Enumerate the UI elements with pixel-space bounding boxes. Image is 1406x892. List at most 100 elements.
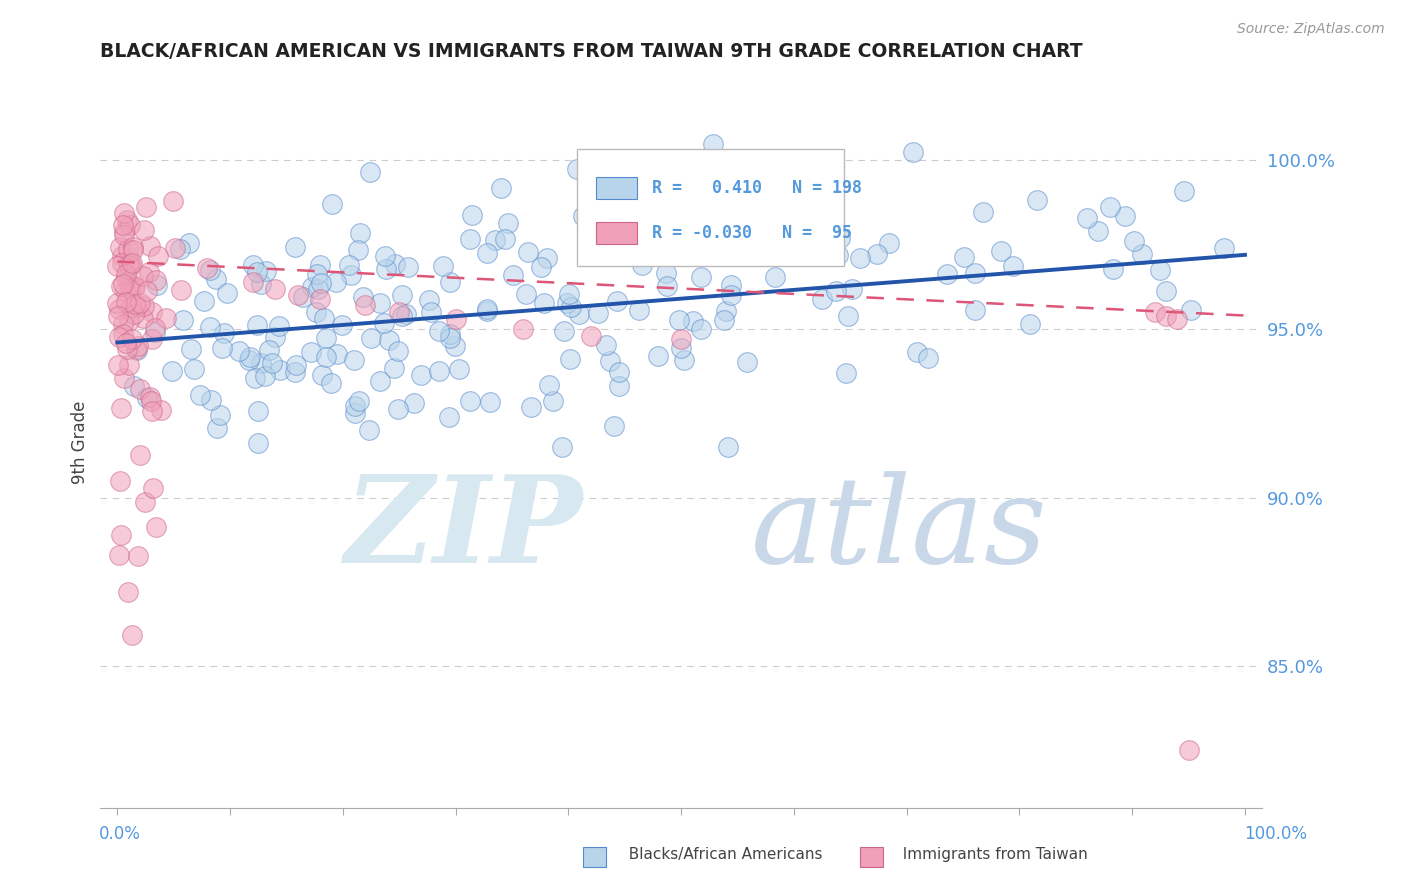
Point bbox=[558, 351, 581, 366]
Point bbox=[115, 213, 138, 227]
Point bbox=[427, 324, 450, 338]
Point bbox=[120, 258, 142, 272]
Point bbox=[1130, 247, 1153, 261]
Point bbox=[200, 393, 222, 408]
Point bbox=[827, 247, 849, 261]
Point bbox=[382, 360, 405, 375]
Point bbox=[553, 324, 575, 338]
Point bbox=[609, 189, 631, 203]
Point bbox=[811, 293, 834, 307]
Point bbox=[536, 251, 558, 265]
Point bbox=[301, 280, 323, 294]
Point bbox=[419, 305, 441, 319]
Point bbox=[755, 156, 778, 170]
Point bbox=[114, 336, 136, 351]
Point bbox=[111, 277, 134, 291]
Point bbox=[212, 326, 235, 341]
Point bbox=[111, 256, 134, 270]
Point bbox=[1149, 263, 1171, 277]
Point bbox=[418, 293, 440, 307]
Point bbox=[409, 368, 432, 382]
Point bbox=[243, 371, 266, 385]
Point bbox=[1180, 302, 1202, 317]
Point bbox=[125, 343, 148, 358]
Point bbox=[1156, 284, 1178, 298]
Point bbox=[340, 268, 363, 283]
Point bbox=[254, 264, 277, 278]
Point bbox=[461, 208, 484, 222]
Point bbox=[121, 332, 143, 346]
Point bbox=[1026, 193, 1049, 207]
Point bbox=[112, 327, 135, 342]
Point bbox=[352, 290, 374, 304]
Point bbox=[439, 327, 461, 342]
Point bbox=[285, 359, 308, 373]
Point bbox=[689, 322, 711, 336]
Text: 0.0%: 0.0% bbox=[98, 825, 141, 843]
Point bbox=[368, 295, 391, 310]
Point bbox=[115, 294, 138, 309]
Point bbox=[830, 231, 852, 245]
FancyBboxPatch shape bbox=[576, 149, 844, 267]
Point bbox=[125, 300, 148, 314]
Point bbox=[160, 364, 183, 378]
Point bbox=[567, 162, 589, 177]
Point bbox=[602, 419, 624, 434]
Point bbox=[360, 331, 382, 345]
Point bbox=[606, 293, 628, 308]
Point bbox=[309, 277, 332, 291]
Point bbox=[284, 240, 307, 254]
Point bbox=[197, 261, 219, 276]
Point bbox=[125, 342, 148, 356]
Point bbox=[1123, 234, 1146, 248]
Point bbox=[347, 243, 370, 257]
Point bbox=[647, 349, 669, 363]
Point bbox=[337, 258, 360, 272]
Point bbox=[291, 290, 314, 304]
Point bbox=[568, 307, 591, 321]
Point bbox=[179, 235, 201, 250]
Point bbox=[657, 279, 679, 293]
Point bbox=[260, 356, 283, 370]
Point bbox=[307, 267, 329, 281]
Point bbox=[146, 278, 169, 293]
Point bbox=[169, 242, 191, 256]
Point bbox=[110, 401, 132, 416]
Point bbox=[865, 247, 887, 261]
Text: atlas: atlas bbox=[751, 471, 1047, 589]
Point bbox=[120, 301, 142, 315]
FancyBboxPatch shape bbox=[596, 178, 637, 199]
Point bbox=[312, 311, 335, 326]
Point bbox=[579, 328, 602, 343]
Point bbox=[145, 520, 167, 534]
Point bbox=[714, 303, 737, 318]
Point bbox=[172, 312, 194, 326]
Point bbox=[134, 495, 156, 509]
Point bbox=[269, 363, 291, 377]
Point bbox=[533, 295, 555, 310]
Point bbox=[112, 227, 135, 242]
Point bbox=[305, 305, 328, 319]
Point bbox=[321, 197, 343, 211]
Point bbox=[607, 365, 630, 379]
Point bbox=[952, 251, 974, 265]
Point bbox=[515, 287, 537, 301]
Y-axis label: 9th Grade: 9th Grade bbox=[72, 401, 89, 483]
Point bbox=[374, 249, 396, 263]
Point bbox=[155, 310, 177, 325]
Point bbox=[110, 528, 132, 542]
Point bbox=[242, 258, 264, 272]
Point bbox=[127, 549, 149, 563]
Point bbox=[749, 245, 772, 260]
Point bbox=[702, 136, 724, 151]
Point bbox=[114, 285, 136, 299]
Point bbox=[118, 219, 141, 233]
Point bbox=[108, 240, 131, 254]
Point bbox=[496, 216, 519, 230]
FancyBboxPatch shape bbox=[596, 222, 637, 244]
Point bbox=[309, 292, 332, 306]
Point bbox=[344, 399, 367, 413]
Point bbox=[965, 303, 987, 318]
Point bbox=[668, 313, 690, 327]
Point bbox=[558, 287, 581, 301]
